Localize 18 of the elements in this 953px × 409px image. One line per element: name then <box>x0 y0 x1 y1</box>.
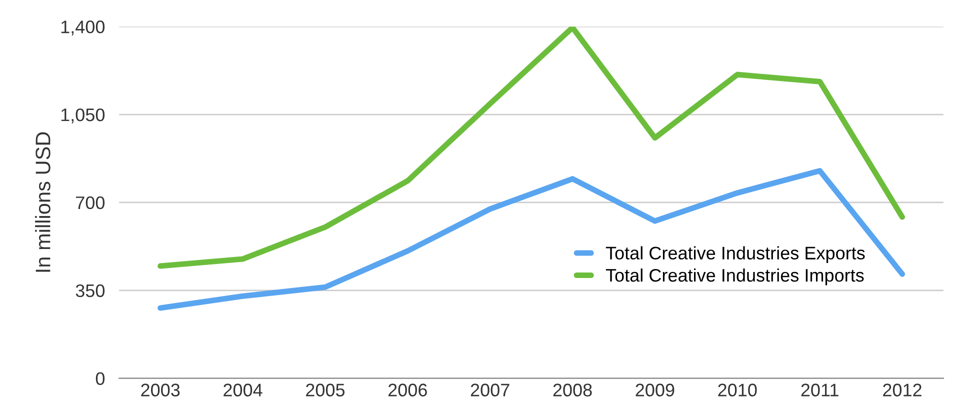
y-tick-label: 1,050 <box>61 108 105 124</box>
y-tick-label: 700 <box>76 196 105 210</box>
x-tick-label: 2012 <box>883 384 922 396</box>
y-axis-title: In millions USD <box>35 132 50 272</box>
x-tick-label: 2008 <box>553 384 592 396</box>
y-tick-label: 0 <box>96 372 105 386</box>
x-tick-label: 2006 <box>388 384 427 396</box>
legend-label: Total Creative Industries Exports <box>606 246 865 264</box>
x-tick-label: 2003 <box>141 384 180 396</box>
y-tick-label: 1,400 <box>61 20 105 36</box>
y-tick-label: 350 <box>76 284 105 298</box>
x-tick-label: 2004 <box>224 384 262 396</box>
x-tick-label: 2010 <box>718 384 757 396</box>
legend-label: Total Creative Industries Imports <box>606 268 864 286</box>
x-tick-label: 2009 <box>636 384 674 396</box>
x-tick-label: 2011 <box>801 384 838 396</box>
x-tick-label: 2005 <box>306 384 345 396</box>
x-tick-label: 2007 <box>470 384 510 396</box>
